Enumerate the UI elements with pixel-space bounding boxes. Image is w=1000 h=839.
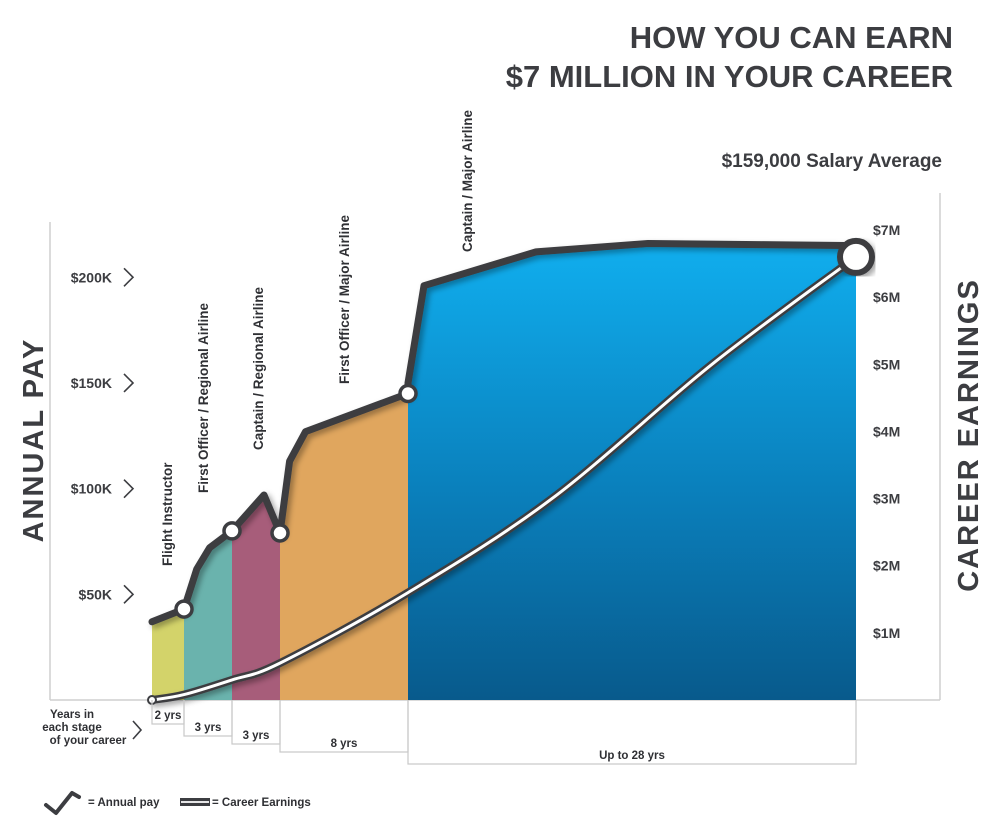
years-note-chevron-icon bbox=[132, 720, 143, 740]
right-tick-label: $1M bbox=[873, 625, 900, 641]
years-note-line-1: Years in bbox=[50, 709, 94, 721]
stage-transition-marker bbox=[398, 383, 418, 404]
left-axis-ticks: $50K $100K $150K $200K bbox=[71, 267, 135, 604]
career-earnings-line bbox=[148, 252, 860, 704]
right-axis-ticks: $1M $2M $3M $4M $5M $6M $7M bbox=[873, 222, 900, 641]
stage-duration-label-4: 8 yrs bbox=[331, 738, 358, 750]
annual-pay-line bbox=[148, 240, 860, 626]
legend-annual-pay-label: = Annual pay bbox=[88, 797, 160, 809]
stage-area-4 bbox=[280, 393, 408, 700]
left-axis-title: ANNUAL PAY bbox=[18, 338, 50, 543]
salary-average-label: $159,000 Salary Average bbox=[722, 151, 942, 172]
stage-area-5 bbox=[408, 243, 856, 700]
left-tick-chevron-icon bbox=[123, 373, 135, 393]
career-end-marker bbox=[837, 237, 875, 276]
stage-area-1 bbox=[152, 609, 184, 700]
left-tick-label: $100K bbox=[71, 481, 112, 497]
left-tick-label: $50K bbox=[79, 586, 112, 602]
stage-transition-marker bbox=[270, 523, 290, 543]
stage-label-1: Flight Instructor bbox=[160, 462, 175, 566]
right-tick-label: $3M bbox=[873, 491, 900, 507]
stage-duration-label-5: Up to 28 yrs bbox=[599, 750, 665, 762]
left-tick-label: $200K bbox=[71, 269, 112, 285]
stage-markers bbox=[147, 237, 875, 705]
stage-duration-label-1: 2 yrs bbox=[155, 710, 182, 722]
annual-pay-outline bbox=[148, 240, 860, 626]
stage-transition-marker bbox=[174, 599, 194, 619]
career-earnings-core bbox=[150, 255, 858, 702]
chart-title-line-2: $7 MILLION IN YOUR CAREER bbox=[506, 59, 953, 94]
stage-labels: Flight Instructor First Officer / Regiona… bbox=[160, 109, 475, 566]
left-tick-label: $150K bbox=[71, 375, 112, 391]
stage-label-2: First Officer / Regional Airline bbox=[196, 302, 211, 493]
legend: = Annual pay = Career Earnings bbox=[44, 791, 311, 815]
stage-transition-marker bbox=[222, 521, 242, 541]
right-axis-title: CAREER EARNINGS bbox=[953, 278, 985, 592]
stage-duration-label-3: 3 yrs bbox=[243, 730, 270, 742]
left-tick-chevron-icon bbox=[123, 479, 135, 499]
legend-career-earnings-label: = Career Earnings bbox=[212, 797, 311, 809]
stage-area-3 bbox=[232, 495, 280, 700]
right-tick-label: $4M bbox=[873, 423, 900, 439]
left-tick-chevron-icon bbox=[123, 584, 135, 604]
right-tick-label: $2M bbox=[873, 558, 900, 574]
stage-label-3: Captain / Regional Airline bbox=[251, 286, 266, 450]
years-note-line-2: each stage bbox=[42, 722, 101, 734]
years-note-line-3: of your career bbox=[50, 735, 127, 747]
stage-duration-bracket bbox=[407, 700, 857, 765]
right-tick-label: $7M bbox=[873, 222, 900, 238]
right-tick-label: $5M bbox=[873, 356, 900, 372]
chart-title-line-1: HOW YOU CAN EARN bbox=[630, 20, 953, 55]
legend-annual-pay-icon bbox=[44, 791, 81, 815]
stage-label-5: Captain / Major Airline bbox=[460, 109, 475, 252]
stage-label-4: First Officer / Major Airline bbox=[337, 214, 352, 384]
left-tick-chevron-icon bbox=[123, 267, 135, 287]
stage-duration-label-2: 3 yrs bbox=[195, 722, 222, 734]
years-note: Years in each stage of your career bbox=[42, 709, 143, 747]
stage-durations: 2 yrs 3 yrs 3 yrs 8 yrs Up to 28 yrs bbox=[151, 700, 857, 765]
right-tick-label: $6M bbox=[873, 289, 900, 305]
